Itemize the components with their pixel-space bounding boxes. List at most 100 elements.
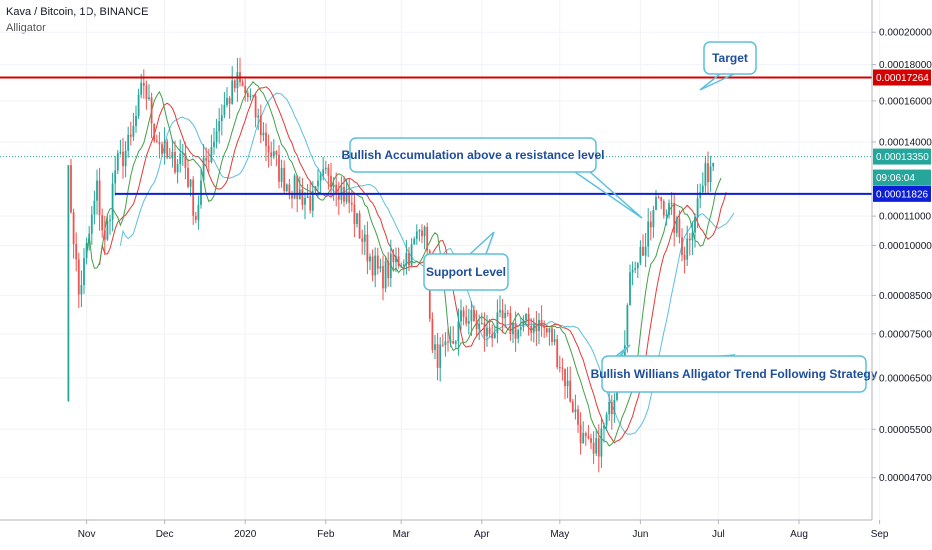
target-price-tag-bg <box>873 69 931 86</box>
candle-body <box>88 233 91 243</box>
candle-body <box>327 167 330 176</box>
candle-body <box>249 95 252 98</box>
indicator-label[interactable]: Alligator <box>6 22 46 34</box>
candle-body <box>129 134 132 137</box>
candle-body <box>244 85 247 93</box>
candle-body <box>387 261 390 279</box>
y-tick-label: 0.00014000 <box>879 137 932 148</box>
candle-body <box>439 344 442 368</box>
candle-body <box>551 328 553 342</box>
candle-body <box>98 180 101 216</box>
candle-body <box>72 212 75 245</box>
candle-body <box>540 320 543 327</box>
candle-body <box>371 256 374 276</box>
candle-body <box>509 312 512 335</box>
candle-body <box>655 197 657 211</box>
candle-body <box>194 215 197 220</box>
candle-body <box>543 326 546 329</box>
candle-body <box>202 157 205 181</box>
candle-body <box>587 436 590 439</box>
candle-body <box>137 94 140 116</box>
candle-body <box>293 175 296 199</box>
candle-body <box>631 269 634 273</box>
candle-body <box>207 160 210 162</box>
candle-body <box>161 144 163 154</box>
candle-body <box>582 433 585 444</box>
candle-body <box>395 256 397 263</box>
candle-body <box>668 203 670 215</box>
candle-body <box>163 141 166 154</box>
candle-body <box>709 166 712 183</box>
candle-body <box>460 310 462 322</box>
candle-body <box>478 323 481 330</box>
target-callout: Target <box>712 51 748 65</box>
candle-body <box>512 323 514 335</box>
candle-body <box>436 344 439 368</box>
candle-body <box>205 157 208 161</box>
y-tick-label: 0.00006500 <box>879 373 932 384</box>
candle-body <box>200 180 202 205</box>
candle-body <box>704 163 707 186</box>
candle-body <box>192 179 195 216</box>
candle-body <box>369 256 371 262</box>
candle-body <box>83 258 85 285</box>
candle-body <box>639 246 642 264</box>
candle-body <box>486 327 488 337</box>
candle-body <box>335 184 338 194</box>
candle-body <box>493 333 496 339</box>
candle-body <box>634 268 637 270</box>
candle-body <box>475 321 478 330</box>
price-tags: 0.00017264 0.00013350 09:06:04 0.00011826 <box>873 69 931 202</box>
callouts: Target Bullish Accumulation above a resis… <box>342 41 878 393</box>
candle-body <box>483 322 486 337</box>
y-tick-label: 0.00010000 <box>879 241 932 252</box>
candle-body <box>148 97 150 100</box>
candle-body <box>535 324 538 332</box>
candle-body <box>280 167 283 182</box>
candle-body <box>140 82 143 95</box>
candle-body <box>389 253 392 279</box>
candle-body <box>408 253 410 266</box>
candle-body <box>80 284 83 295</box>
candle-body <box>379 266 382 269</box>
candle-body <box>288 184 291 194</box>
candle-body <box>418 230 421 232</box>
candle-body <box>514 323 517 339</box>
candle-body <box>616 389 618 400</box>
candle-body <box>155 140 158 143</box>
candle-body <box>592 442 595 454</box>
y-tick-label: 0.00011000 <box>879 212 932 223</box>
x-tick-label: May <box>550 529 569 540</box>
candle-body <box>501 310 504 319</box>
target-callout-box <box>703 41 757 75</box>
candle-body <box>480 322 483 324</box>
candle-body <box>605 414 608 426</box>
countdown-tag: 09:06:04 <box>876 173 915 184</box>
x-tick-label: Feb <box>317 529 335 540</box>
support-callout-box <box>423 253 509 291</box>
candle-body <box>603 425 605 429</box>
candle-body <box>538 320 540 332</box>
candle-body <box>168 157 171 159</box>
candle-body <box>608 401 611 415</box>
y-tick-label: 0.00018000 <box>879 60 932 71</box>
candle-body <box>90 214 93 234</box>
candle-body <box>392 253 395 263</box>
strategy-callout-box <box>601 355 867 393</box>
candle-body <box>629 272 631 306</box>
candle-body <box>530 325 533 333</box>
accumulation-callout-box <box>349 137 597 173</box>
candle-body <box>322 169 325 176</box>
candle-body <box>670 202 673 204</box>
candle-body <box>145 85 148 100</box>
candle-body <box>93 200 96 215</box>
candle-body <box>77 259 80 295</box>
candle-body <box>109 219 111 221</box>
candle-body <box>423 226 426 237</box>
candle-body <box>231 80 234 104</box>
candle-body <box>465 316 468 324</box>
candle-body <box>257 115 260 118</box>
candle-body <box>577 409 579 425</box>
candle-body <box>384 261 387 289</box>
